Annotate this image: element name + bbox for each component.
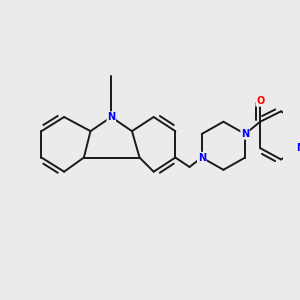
- Text: N: N: [198, 152, 206, 163]
- Text: N: N: [241, 129, 249, 139]
- Text: O: O: [256, 96, 264, 106]
- Text: N: N: [107, 112, 115, 122]
- Text: N: N: [296, 143, 300, 153]
